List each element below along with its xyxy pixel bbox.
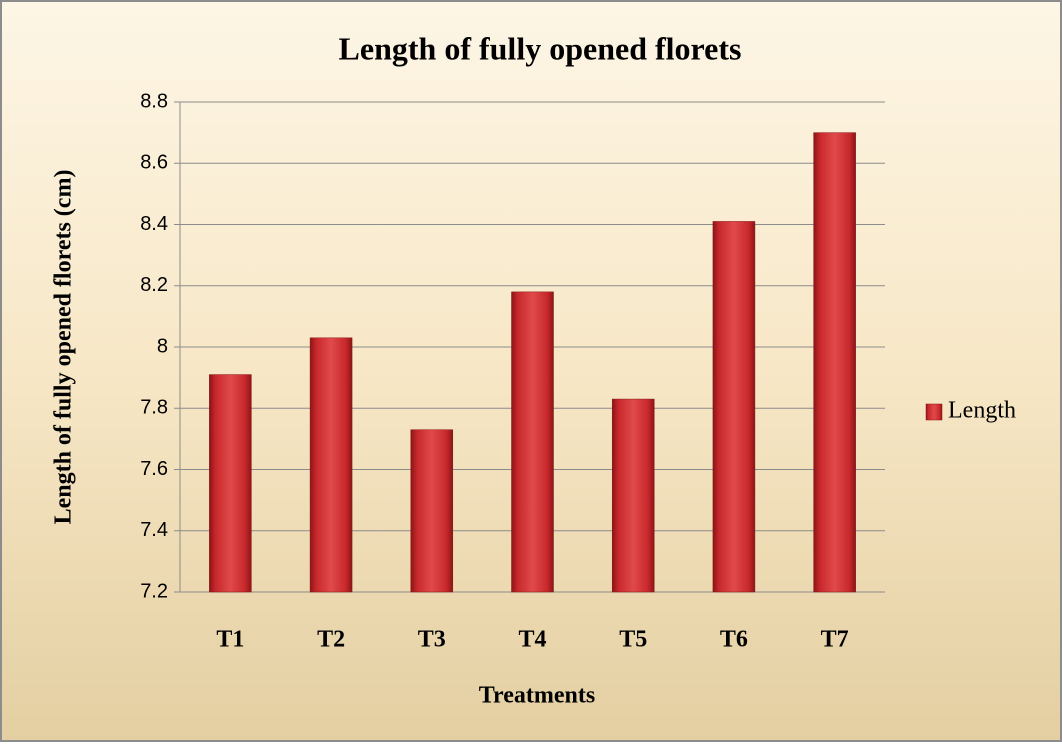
bar [611, 398, 655, 593]
x-tick-label: T3 [418, 627, 446, 653]
y-tick-label: 8.6 [140, 152, 168, 174]
x-tick-label: T2 [317, 627, 345, 653]
legend-label: Length [948, 398, 1016, 424]
x-tick-label: T1 [216, 627, 244, 653]
x-tick-label: T4 [518, 627, 546, 653]
y-axis-label: Length of fully opened florets (cm) [51, 170, 77, 525]
y-tick-label: 8.4 [140, 213, 168, 235]
y-tick-label: 7.8 [140, 397, 168, 419]
bar [511, 291, 554, 593]
y-tick-label: 7.4 [140, 519, 168, 541]
y-tick-label: 8 [157, 335, 168, 357]
y-tick-label: 8.8 [140, 90, 168, 112]
y-tick-label: 7.2 [140, 580, 168, 602]
x-tick-label: T6 [720, 627, 748, 653]
bar [309, 337, 353, 593]
y-tick-label: 7.6 [140, 458, 168, 480]
y-tick-label: 8.2 [140, 274, 168, 296]
bar [813, 132, 856, 593]
x-tick-label: T5 [619, 627, 647, 653]
x-axis-label: Treatments [479, 683, 595, 709]
chart-title: Length of fully opened florets [339, 30, 742, 66]
bar [410, 429, 454, 593]
bar [209, 374, 252, 593]
bar [712, 221, 756, 593]
legend-swatch [925, 403, 943, 421]
x-tick-label: T7 [821, 627, 849, 653]
